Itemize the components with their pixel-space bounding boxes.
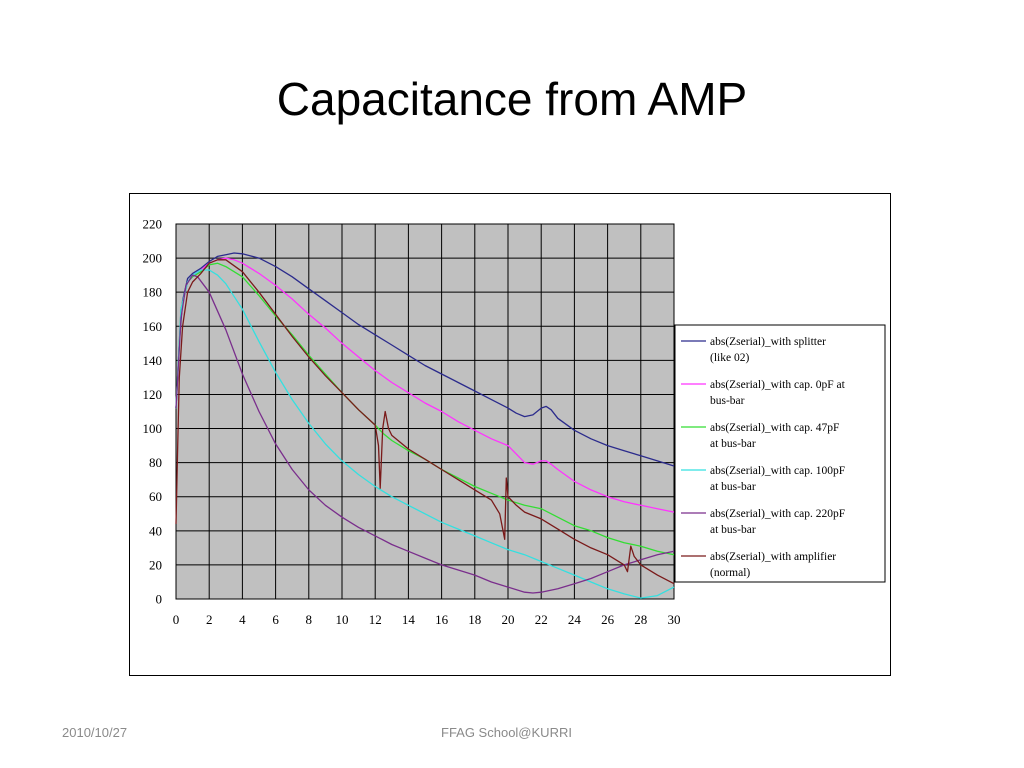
footer-date: 2010/10/27 xyxy=(62,725,128,740)
footer-center-text: FFAG School@KURRI xyxy=(441,725,572,740)
legend-label-5: abs(Zserial)_with cap. 220pF xyxy=(710,508,845,520)
chart-frame: 0 2 4 6 8 10 12 14 16 18 20 22 24 26 28 30 0 20 40 60 80 100 1… xyxy=(129,193,891,676)
x-tick-label: 30 xyxy=(668,612,681,627)
x-tick-label: 26 xyxy=(601,612,615,627)
x-tick-label: 0 xyxy=(173,612,180,627)
legend-label-6: abs(Zserial)_with amplifier xyxy=(710,551,836,563)
y-tick-label: 120 xyxy=(143,387,163,402)
y-tick-label: 40 xyxy=(149,523,162,538)
x-tick-label: 10 xyxy=(336,612,349,627)
y-tick-label: 80 xyxy=(149,455,162,470)
series-line-1 xyxy=(175,252,675,467)
series-line-2 xyxy=(175,257,675,513)
x-tick-label: 20 xyxy=(502,612,515,627)
y-tick-label: 160 xyxy=(143,319,163,334)
series-line-6 xyxy=(175,259,675,585)
legend-label-1: abs(Zserial)_with splitter xyxy=(710,336,826,348)
y-tick-label: 180 xyxy=(143,285,163,300)
legend-label-3: abs(Zserial)_with cap. 47pF xyxy=(710,422,839,434)
y-tick-label: 100 xyxy=(143,421,163,436)
x-tick-label: 4 xyxy=(239,612,246,627)
legend-label-2: abs(Zserial)_with cap. 0pF at xyxy=(710,379,846,391)
x-tick-label: 14 xyxy=(402,612,416,627)
y-tick-label: 60 xyxy=(149,489,162,504)
legend-label-6: (normal) xyxy=(710,567,750,579)
x-tick-label: 18 xyxy=(468,612,481,627)
legend-box xyxy=(674,324,886,583)
x-tick-label: 22 xyxy=(535,612,548,627)
series-line-5 xyxy=(175,274,675,594)
plot-area xyxy=(175,223,675,600)
series-line-3 xyxy=(175,262,675,556)
x-tick-label: 12 xyxy=(369,612,382,627)
x-tick-label: 24 xyxy=(568,612,582,627)
series-line-4 xyxy=(175,269,675,599)
legend-label-1: (like 02) xyxy=(710,352,749,364)
legend-label-3: at bus-bar xyxy=(710,438,756,450)
x-tick-label: 28 xyxy=(634,612,647,627)
y-tick-label: 140 xyxy=(143,353,163,368)
x-tick-label: 6 xyxy=(272,612,279,627)
y-tick-label: 220 xyxy=(143,217,163,232)
legend-label-2: bus-bar xyxy=(710,395,745,407)
slide-title: Capacitance from AMP xyxy=(276,73,748,125)
legend-label-4: at bus-bar xyxy=(710,481,756,493)
legend-label-4: abs(Zserial)_with cap. 100pF xyxy=(710,465,845,477)
x-tick-label: 2 xyxy=(206,612,213,627)
line-chart: 0 2 4 6 8 10 12 14 16 18 20 22 24 26 28 300204060801001… xyxy=(143,217,886,627)
y-tick-label: 200 xyxy=(143,251,163,266)
legend-label-5: at bus-bar xyxy=(710,524,756,536)
x-tick-label: 8 xyxy=(306,612,313,627)
y-tick-label: 20 xyxy=(149,557,162,572)
y-tick-label: 0 xyxy=(156,592,163,607)
x-tick-label: 16 xyxy=(435,612,449,627)
